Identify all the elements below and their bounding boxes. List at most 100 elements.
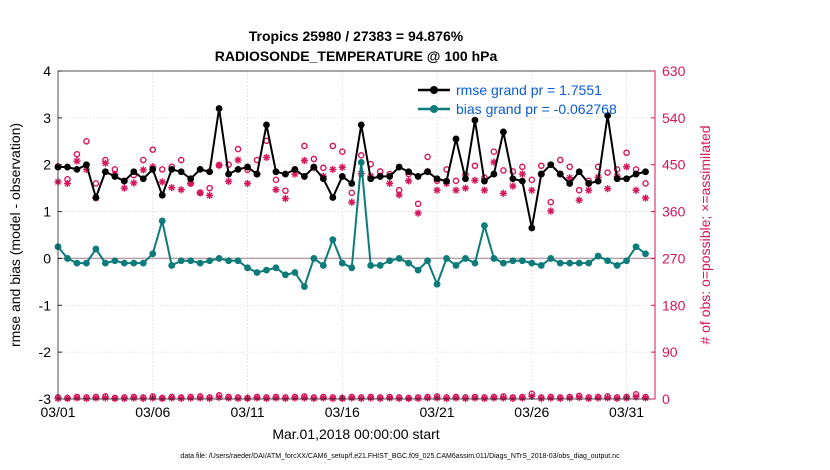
rmse-point: [300, 173, 308, 180]
star-stroke: [509, 183, 516, 190]
bias-point: [547, 255, 555, 262]
bias-point: [225, 257, 232, 265]
star-stroke: [159, 395, 166, 402]
bias-point: [490, 255, 498, 262]
y-tick-label: 0: [43, 250, 51, 266]
bias-point: [509, 257, 517, 265]
bias-point: [158, 217, 166, 225]
rmse-point: [623, 175, 630, 183]
obs-assimilated-marker: [528, 186, 536, 194]
y2-tick-label: 630: [662, 63, 686, 79]
star-stroke: [282, 195, 289, 202]
rmse-point: [64, 163, 71, 171]
star-stroke: [604, 394, 611, 401]
obs-assimilated-marker: [395, 191, 403, 199]
obs-possible-marker: [338, 148, 346, 155]
rmse-point: [528, 224, 536, 232]
obs-possible-marker: [73, 151, 81, 158]
rmse-point: [291, 166, 299, 173]
bias-point: [291, 269, 299, 276]
obs-assimilated-marker: [101, 159, 109, 167]
bias-point: [604, 257, 612, 265]
obs-assimilated-marker-low: [386, 394, 394, 402]
star-stroke: [633, 187, 640, 194]
obs-assimilated-marker: [405, 177, 413, 185]
obs-possible-marker: [623, 149, 630, 157]
rmse-point: [139, 175, 147, 183]
obs-possible-marker: [310, 155, 318, 163]
obs-possible-marker: [320, 164, 327, 172]
rmse-point: [462, 175, 469, 183]
rmse-point: [158, 191, 166, 199]
data-file-footnote: data file: /Users/raeder/DAI/ATM_forcXX/…: [180, 453, 620, 460]
obs-assimilated-marker: [575, 196, 583, 204]
obs-possible-marker: [537, 162, 545, 170]
star-stroke: [462, 395, 469, 402]
rmse-point: [168, 166, 176, 173]
obs-assimilated-marker: [547, 207, 555, 215]
rmse-point: [499, 128, 507, 136]
rmse-point: [149, 166, 157, 173]
obs-assimilated-marker: [632, 186, 640, 194]
obs-assimilated-marker-low: [376, 394, 384, 403]
star-stroke: [481, 395, 488, 402]
obs-assimilated-marker: [272, 186, 280, 194]
y2-tick-label: 540: [662, 110, 686, 126]
obs-assimilated-marker: [139, 166, 147, 174]
legend-bias-label: bias grand pr = -0.062768: [456, 101, 617, 117]
bias-point: [481, 222, 488, 230]
obs-assimilated-marker-low: [357, 394, 365, 403]
rmse-point: [244, 163, 251, 171]
star-stroke: [547, 394, 554, 401]
bias-point: [566, 259, 574, 267]
obs-assimilated-marker-low: [120, 394, 128, 403]
star-stroke: [462, 185, 469, 192]
obs-possible-marker: [613, 166, 621, 173]
rmse-point: [319, 175, 327, 183]
bias-point: [234, 257, 242, 265]
star-stroke: [538, 395, 545, 402]
y-tick-label: 3: [43, 110, 51, 126]
obs-assimilated-marker-low: [272, 394, 280, 402]
obs-possible-marker: [158, 166, 166, 173]
bias-point: [272, 264, 280, 272]
rmse-point: [130, 168, 138, 176]
bias-point: [395, 255, 403, 262]
obs-assimilated-marker: [130, 179, 138, 187]
bias-point: [433, 280, 441, 288]
obs-assimilated-marker-low: [641, 394, 650, 402]
bias-point: [613, 262, 621, 269]
obs-assimilated-marker-low: [187, 394, 195, 402]
bias-point: [632, 243, 640, 251]
x-tick-label: 03/06: [135, 404, 170, 420]
rmse-point: [111, 173, 119, 180]
bias-point: [528, 259, 536, 267]
obs-assimilated-marker: [414, 209, 422, 217]
obs-assimilated-marker-low: [291, 394, 299, 402]
obs-assimilated-marker: [281, 194, 290, 203]
star-stroke: [178, 186, 185, 193]
obs-assimilated-marker-low: [490, 394, 498, 402]
obs-assimilated-marker: [196, 189, 204, 197]
obs-possible-marker: [452, 177, 460, 185]
obs-assimilated-marker: [471, 176, 479, 184]
star-stroke: [329, 166, 336, 173]
obs-assimilated-marker-low: [575, 393, 583, 402]
bias-point: [196, 259, 204, 267]
obs-possible-marker: [83, 137, 90, 145]
rmse-point: [632, 170, 640, 178]
star-stroke: [329, 395, 336, 402]
rmse-point: [405, 168, 413, 176]
obs-possible-marker: [604, 169, 611, 176]
star-stroke: [64, 395, 71, 402]
bias-point: [73, 259, 81, 267]
rmse-point: [120, 177, 128, 185]
rmse-point: [263, 121, 270, 129]
x-tick-label: 03/01: [40, 404, 75, 420]
star-stroke: [576, 197, 583, 204]
obs-assimilated-marker-low: [63, 394, 72, 403]
star-stroke: [415, 395, 422, 402]
rmse-point: [310, 163, 318, 171]
star-stroke: [386, 180, 393, 187]
star-stroke: [415, 210, 422, 217]
